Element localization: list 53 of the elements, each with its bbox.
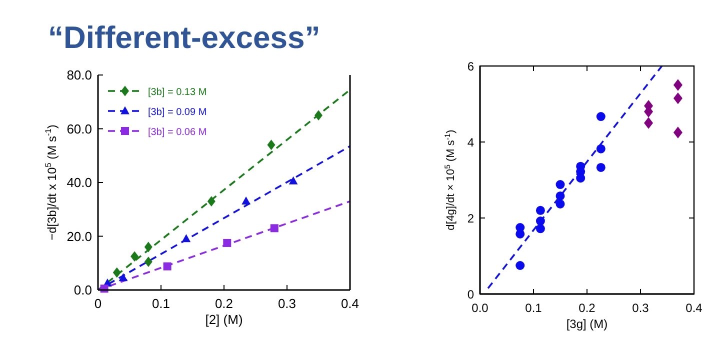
point bbox=[118, 273, 128, 282]
legend-label: [3b] = 0.09 M bbox=[148, 107, 207, 118]
point bbox=[536, 216, 545, 226]
legend-label: [3b] = 0.06 M bbox=[148, 127, 207, 138]
point bbox=[163, 262, 172, 270]
x-tick-label: 0 bbox=[94, 296, 102, 311]
point bbox=[130, 251, 139, 262]
point bbox=[270, 224, 278, 232]
x-tick-label: 0.4 bbox=[340, 296, 360, 311]
point bbox=[673, 92, 682, 104]
point bbox=[207, 196, 216, 207]
point bbox=[673, 126, 682, 138]
point bbox=[516, 261, 525, 270]
point bbox=[596, 112, 606, 122]
point bbox=[144, 242, 152, 252]
y-tick-label: 20.0 bbox=[66, 228, 92, 244]
x-tick-label: 0.3 bbox=[632, 301, 650, 315]
point bbox=[144, 256, 152, 267]
point bbox=[242, 196, 250, 205]
x-axis-title: [2] (M) bbox=[205, 312, 243, 327]
point bbox=[644, 117, 654, 129]
y-tick-label: 0 bbox=[467, 288, 474, 302]
point bbox=[112, 267, 121, 278]
x-tick-label: 0.4 bbox=[686, 301, 703, 315]
point bbox=[314, 110, 322, 121]
point bbox=[536, 224, 545, 234]
point bbox=[556, 199, 565, 208]
y-tick-label: 0.0 bbox=[74, 282, 92, 298]
x-axis-title: [3g] (M) bbox=[566, 317, 608, 331]
point bbox=[288, 176, 298, 184]
point bbox=[556, 191, 565, 200]
point bbox=[576, 174, 586, 183]
point bbox=[223, 238, 232, 247]
point bbox=[267, 140, 276, 150]
y-tick-label: 80.0 bbox=[66, 68, 92, 82]
point bbox=[596, 162, 606, 172]
chart-title: “Different-excess” bbox=[48, 20, 320, 55]
point bbox=[673, 79, 682, 91]
y-tick-label: 2 bbox=[467, 212, 474, 226]
y-tick-label: 60.0 bbox=[66, 121, 92, 136]
y-tick-label: 6 bbox=[467, 60, 474, 74]
x-tick-label: 0.3 bbox=[278, 296, 296, 311]
x-tick-label: 0.2 bbox=[578, 301, 596, 315]
x-tick-label: 0.1 bbox=[152, 296, 170, 311]
point bbox=[596, 144, 606, 154]
point bbox=[556, 180, 565, 190]
point bbox=[182, 234, 191, 242]
legend-label: [3b] = 0.13 M bbox=[148, 87, 207, 98]
x-tick-label: 0.2 bbox=[214, 296, 234, 311]
x-tick-label: 0.1 bbox=[525, 301, 542, 315]
point bbox=[536, 206, 545, 215]
y-tick-label: 40.0 bbox=[66, 175, 92, 190]
y-tick-label: 4 bbox=[467, 136, 474, 150]
